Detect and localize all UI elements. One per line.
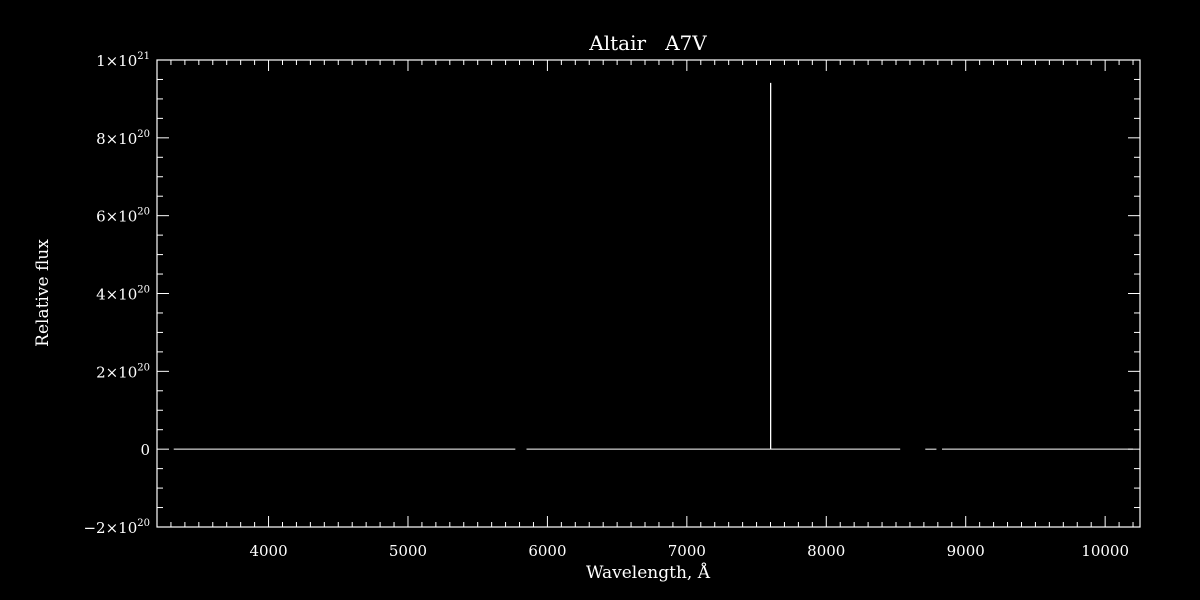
y-tick-label: 6×1020	[96, 207, 150, 226]
spectrum-series	[173, 82, 1134, 450]
y-tick-exponent: 20	[137, 518, 150, 529]
y-tick-mantissa: 8×10	[96, 130, 137, 148]
y-tick-mantissa: 2×10	[96, 363, 137, 381]
y-axis-label: Relative flux	[33, 239, 53, 347]
y-tick-mantissa: 6×10	[96, 208, 137, 226]
x-tick-label: 6000	[528, 542, 566, 560]
x-tick-label: 10000	[1081, 542, 1129, 560]
x-axis-ticks: 4000 5000 6000 7000 8000 9000 10000	[249, 60, 1129, 560]
y-tick-label: 8×1020	[96, 129, 150, 148]
chart-title: Altair A7V	[588, 31, 707, 55]
y-tick-label: 1×1021	[96, 51, 150, 70]
y-tick-label: 4×1020	[96, 285, 150, 304]
y-tick-mantissa: 4×10	[96, 286, 137, 304]
x-tick-label: 8000	[807, 542, 845, 560]
y-tick-label: 2×1020	[96, 362, 150, 381]
y-tick-exponent: 20	[137, 285, 150, 296]
x-tick-label: 4000	[249, 542, 287, 560]
y-tick-exponent: 20	[137, 129, 150, 140]
y-tick-label: 0	[140, 441, 150, 459]
y-tick-mantissa: 0	[140, 441, 150, 459]
y-tick-mantissa: −2×10	[83, 519, 137, 537]
x-axis-label: Wavelength, Å	[586, 562, 711, 583]
y-tick-mantissa: 1×10	[96, 52, 137, 70]
y-tick-exponent: 20	[137, 362, 150, 373]
minor-ticks	[156, 60, 1140, 527]
y-tick-exponent: 20	[137, 207, 150, 218]
y-tick-exponent: 21	[137, 51, 150, 62]
x-tick-label: 5000	[389, 542, 427, 560]
spectrum-segment	[526, 82, 901, 450]
x-tick-label: 7000	[668, 542, 706, 560]
y-tick-label: −2×1020	[83, 518, 150, 537]
x-tick-label: 9000	[947, 542, 985, 560]
